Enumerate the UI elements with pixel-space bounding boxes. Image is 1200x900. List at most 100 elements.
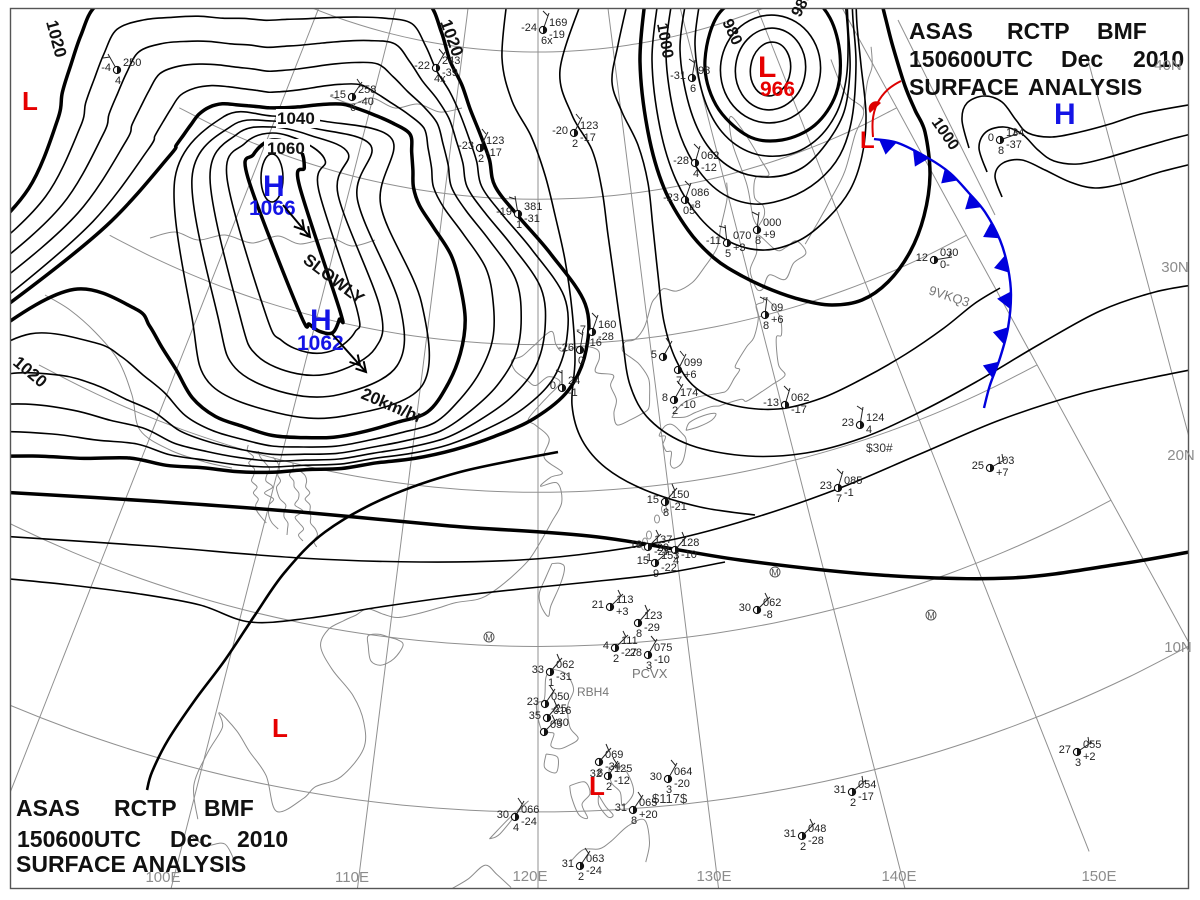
svg-text:130E: 130E bbox=[696, 868, 731, 885]
svg-text:H: H bbox=[1054, 98, 1076, 131]
svg-text:085: 085 bbox=[844, 475, 862, 487]
svg-text:L: L bbox=[272, 713, 288, 743]
svg-text:8: 8 bbox=[755, 235, 761, 247]
svg-text:-1: -1 bbox=[568, 387, 578, 399]
svg-text:8: 8 bbox=[763, 320, 769, 332]
svg-text:103: 103 bbox=[996, 455, 1014, 467]
svg-text:+9: +9 bbox=[763, 229, 776, 241]
svg-text:ANALYSIS: ANALYSIS bbox=[1028, 74, 1142, 100]
svg-text:150600UTC: 150600UTC bbox=[17, 826, 141, 852]
svg-text:-28: -28 bbox=[808, 835, 824, 847]
svg-text:33: 33 bbox=[532, 664, 544, 676]
svg-text:12: 12 bbox=[916, 252, 928, 264]
svg-text:4: 4 bbox=[603, 640, 609, 652]
svg-text:7: 7 bbox=[836, 493, 842, 505]
svg-text:7: 7 bbox=[676, 375, 682, 387]
svg-text:+2: +2 bbox=[1083, 751, 1096, 763]
svg-text:+6: +6 bbox=[684, 369, 697, 381]
svg-text:+7: +7 bbox=[996, 467, 1009, 479]
svg-text:1062: 1062 bbox=[297, 332, 344, 355]
svg-text:-11: -11 bbox=[706, 235, 721, 247]
svg-text:SURFACE: SURFACE bbox=[16, 851, 126, 877]
svg-text:0: 0 bbox=[988, 132, 994, 144]
svg-text:2: 2 bbox=[606, 781, 612, 793]
svg-text:+3: +3 bbox=[616, 606, 629, 618]
svg-text:8: 8 bbox=[662, 392, 668, 404]
svg-text:8: 8 bbox=[597, 767, 603, 779]
svg-text:140E: 140E bbox=[881, 868, 916, 885]
svg-text:$30#: $30# bbox=[866, 441, 893, 455]
svg-text:-31: -31 bbox=[670, 70, 686, 82]
svg-text:15: 15 bbox=[637, 555, 649, 567]
svg-text:8: 8 bbox=[631, 815, 637, 827]
svg-text:6x: 6x bbox=[541, 35, 553, 47]
svg-text:4: 4 bbox=[693, 168, 699, 180]
svg-text:2: 2 bbox=[800, 841, 806, 853]
svg-text:30: 30 bbox=[650, 771, 662, 783]
svg-text:$117$: $117$ bbox=[652, 791, 688, 806]
svg-text:30N: 30N bbox=[1161, 259, 1189, 276]
svg-text:258: 258 bbox=[358, 84, 376, 96]
svg-text:065: 065 bbox=[639, 797, 657, 809]
svg-text:160: 160 bbox=[598, 319, 616, 331]
svg-text:23: 23 bbox=[820, 480, 832, 492]
svg-text:-17: -17 bbox=[486, 147, 502, 159]
svg-text:-27: -27 bbox=[654, 546, 670, 558]
svg-text:BMF: BMF bbox=[1097, 18, 1147, 44]
svg-text:18: 18 bbox=[630, 539, 642, 551]
svg-text:-22: -22 bbox=[661, 562, 677, 574]
svg-text:SURFACE: SURFACE bbox=[909, 74, 1019, 100]
svg-text:M: M bbox=[927, 611, 935, 621]
svg-text:8: 8 bbox=[636, 628, 642, 640]
svg-text:L: L bbox=[758, 51, 776, 84]
svg-text:2010: 2010 bbox=[1133, 46, 1184, 72]
svg-text:RCTP: RCTP bbox=[1007, 18, 1070, 44]
svg-text:030: 030 bbox=[940, 247, 958, 259]
svg-text:066: 066 bbox=[521, 804, 539, 816]
svg-text:-7: -7 bbox=[576, 324, 586, 336]
svg-text:31: 31 bbox=[562, 858, 574, 870]
svg-text:-39: -39 bbox=[442, 67, 458, 79]
svg-text:124: 124 bbox=[866, 412, 884, 424]
svg-text:2: 2 bbox=[613, 653, 619, 665]
svg-text:2: 2 bbox=[850, 797, 856, 809]
svg-text:3: 3 bbox=[646, 660, 652, 672]
svg-text:-17: -17 bbox=[791, 404, 807, 416]
svg-text:1: 1 bbox=[646, 552, 652, 564]
svg-text:153: 153 bbox=[661, 550, 679, 562]
svg-text:M: M bbox=[485, 633, 493, 643]
svg-text:-40: -40 bbox=[358, 96, 374, 108]
svg-text:100E: 100E bbox=[145, 869, 180, 886]
svg-text:BMF: BMF bbox=[204, 795, 254, 821]
svg-text:125: 125 bbox=[614, 763, 632, 775]
svg-text:1060: 1060 bbox=[267, 139, 305, 158]
svg-text:2: 2 bbox=[478, 153, 484, 165]
svg-text:L: L bbox=[22, 86, 38, 116]
svg-text:2: 2 bbox=[672, 405, 678, 417]
svg-text:062: 062 bbox=[556, 659, 574, 671]
svg-text:31: 31 bbox=[784, 828, 796, 840]
svg-text:055: 055 bbox=[1083, 739, 1101, 751]
svg-text:3: 3 bbox=[666, 784, 672, 796]
svg-text:PCVX: PCVX bbox=[632, 666, 668, 681]
svg-text:-10: -10 bbox=[681, 549, 697, 561]
svg-text:-13: -13 bbox=[763, 397, 779, 409]
svg-text:+3: +3 bbox=[733, 242, 746, 254]
svg-text:Dec: Dec bbox=[1061, 46, 1103, 72]
svg-text:09: 09 bbox=[771, 302, 783, 314]
svg-text:110E: 110E bbox=[335, 869, 369, 886]
svg-text:3: 3 bbox=[1075, 757, 1081, 769]
svg-text:-28: -28 bbox=[673, 155, 689, 167]
svg-text:1: 1 bbox=[516, 219, 522, 231]
svg-text:8: 8 bbox=[663, 507, 669, 519]
svg-text:H: H bbox=[263, 170, 285, 203]
svg-text:-28: -28 bbox=[598, 331, 614, 343]
svg-text:ANALYSIS: ANALYSIS bbox=[132, 851, 246, 877]
svg-text:6: 6 bbox=[350, 102, 356, 114]
svg-text:-16: -16 bbox=[586, 337, 602, 349]
svg-text:+6: +6 bbox=[771, 314, 784, 326]
svg-text:063: 063 bbox=[586, 853, 604, 865]
svg-text:4: 4 bbox=[866, 424, 872, 436]
svg-text:15: 15 bbox=[647, 494, 659, 506]
svg-text:169: 169 bbox=[549, 17, 567, 29]
